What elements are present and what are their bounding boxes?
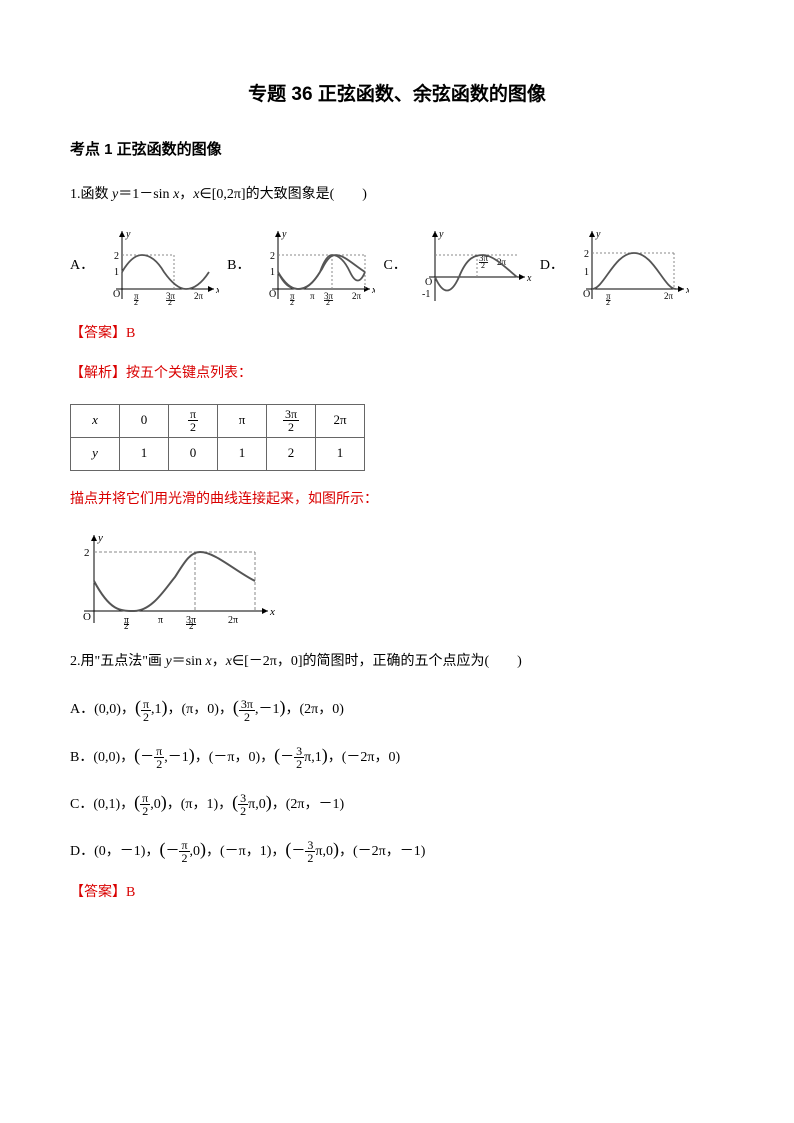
q2-opt-a: A．(0,0)，(π2,1)，(π，0)，(3π2,－1)，(2π，0) [70, 693, 724, 722]
table-cell: π [218, 404, 267, 437]
q1-answer: 【答案】B [70, 323, 724, 345]
svg-text:2: 2 [481, 261, 485, 270]
q1-graph-d: x y O 2 1 π 2 2π [574, 227, 689, 305]
q1-opt-d-label: D． [540, 255, 564, 277]
q2-opt-c: C．(0,1)，(π2,0)，(π，1)，(32π,0)，(2π，－1) [70, 788, 724, 817]
q1-answer-text: B [126, 326, 135, 341]
svg-text:y: y [125, 229, 131, 240]
q1-stem-eq: y [112, 187, 118, 202]
q1-explain: 【解析】按五个关键点列表： [70, 363, 724, 385]
svg-text:O: O [113, 289, 120, 300]
svg-text:x: x [685, 285, 689, 296]
q2-opt-b: B．(0,0)，(－π2,－1)，(－π，0)，(－32π,1)，(－2π，0) [70, 741, 724, 770]
svg-text:x: x [526, 273, 532, 284]
svg-text:x: x [215, 285, 219, 296]
question-1: 1.函数 y＝1－sin x，x∈[0,2π]的大致图象是( ) [70, 184, 724, 206]
q1-curve-desc: 描点并将它们用光滑的曲线连接起来，如图所示： [70, 489, 724, 511]
svg-text:2: 2 [189, 621, 194, 629]
explain-label: 【解析】 [70, 366, 126, 381]
q1-graph-c: x y O -1 3π 2 2π [417, 227, 532, 305]
svg-text:2: 2 [290, 298, 294, 305]
q1-graph-b: x y O 2 1 π 2 π 3π 2 2π [260, 227, 375, 305]
svg-text:1: 1 [270, 267, 275, 278]
svg-text:y: y [595, 229, 601, 240]
table-cell: 1 [316, 437, 365, 470]
svg-text:O: O [269, 289, 276, 300]
svg-text:O: O [425, 277, 432, 288]
svg-text:x: x [269, 606, 275, 618]
answer-label: 【答案】 [70, 326, 126, 341]
svg-text:2π: 2π [228, 615, 238, 626]
q1-big-graph: x y O 2 π 2 π 3π 2 2π [70, 529, 724, 629]
svg-text:y: y [438, 229, 444, 240]
section-heading: 考点 1 正弦函数的图像 [70, 138, 724, 162]
table-cell: 1 [218, 437, 267, 470]
table-row: x 0 π2 π 3π2 2π [71, 404, 365, 437]
svg-text:y: y [97, 532, 103, 544]
q1-options: A． x y O 2 1 π 2 3π 2 2π B． x y O 2 1 π [70, 227, 724, 305]
question-2: 2.用"五点法"画 y＝sin x，x∈[－2π，0]的简图时，正确的五个点应为… [70, 651, 724, 673]
svg-text:2: 2 [114, 251, 119, 262]
q2-opt-d: D．(0，－1)，(－π2,0)，(－π，1)，(－32π,0)，(－2π，－1… [70, 835, 724, 864]
table-cell: 3π2 [267, 404, 316, 437]
svg-text:2: 2 [326, 298, 330, 305]
svg-text:x: x [371, 285, 375, 296]
table-cell: x [71, 404, 120, 437]
svg-text:2: 2 [270, 251, 275, 262]
svg-text:2: 2 [584, 249, 589, 260]
svg-text:-1: -1 [422, 289, 430, 300]
table-row: y 1 0 1 2 1 [71, 437, 365, 470]
q1-opt-b-label: B． [227, 255, 250, 277]
table-cell: π2 [169, 404, 218, 437]
svg-text:2: 2 [84, 547, 90, 559]
svg-text:2π: 2π [194, 291, 204, 301]
page-title: 专题 36 正弦函数、余弦函数的图像 [70, 80, 724, 110]
svg-text:π: π [158, 615, 163, 626]
table-cell: 0 [120, 404, 169, 437]
svg-text:O: O [583, 289, 590, 300]
q2-answer-text: B [126, 885, 135, 900]
q1-opt-c-label: C． [383, 255, 406, 277]
q1-stem-prefix: 1.函数 [70, 187, 112, 202]
q1-graph-a: x y O 2 1 π 2 3π 2 2π [104, 227, 219, 305]
svg-text:2: 2 [124, 621, 129, 629]
table-cell: y [71, 437, 120, 470]
svg-text:y: y [281, 229, 287, 240]
table-cell: 0 [169, 437, 218, 470]
answer-label: 【答案】 [70, 885, 126, 900]
q2-answer: 【答案】B [70, 882, 724, 904]
q1-table: x 0 π2 π 3π2 2π y 1 0 1 2 1 [70, 404, 365, 471]
svg-text:2π: 2π [352, 291, 362, 301]
svg-text:O: O [83, 611, 91, 623]
svg-text:2: 2 [606, 298, 610, 305]
table-cell: 2 [267, 437, 316, 470]
q1-explain-text: 按五个关键点列表： [126, 366, 252, 381]
svg-text:2π: 2π [664, 291, 674, 301]
svg-text:2: 2 [134, 298, 138, 305]
table-cell: 1 [120, 437, 169, 470]
svg-text:1: 1 [584, 267, 589, 278]
q1-opt-a-label: A． [70, 255, 94, 277]
svg-text:2: 2 [168, 298, 172, 305]
svg-text:π: π [310, 291, 315, 301]
svg-text:1: 1 [114, 267, 119, 278]
table-cell: 2π [316, 404, 365, 437]
